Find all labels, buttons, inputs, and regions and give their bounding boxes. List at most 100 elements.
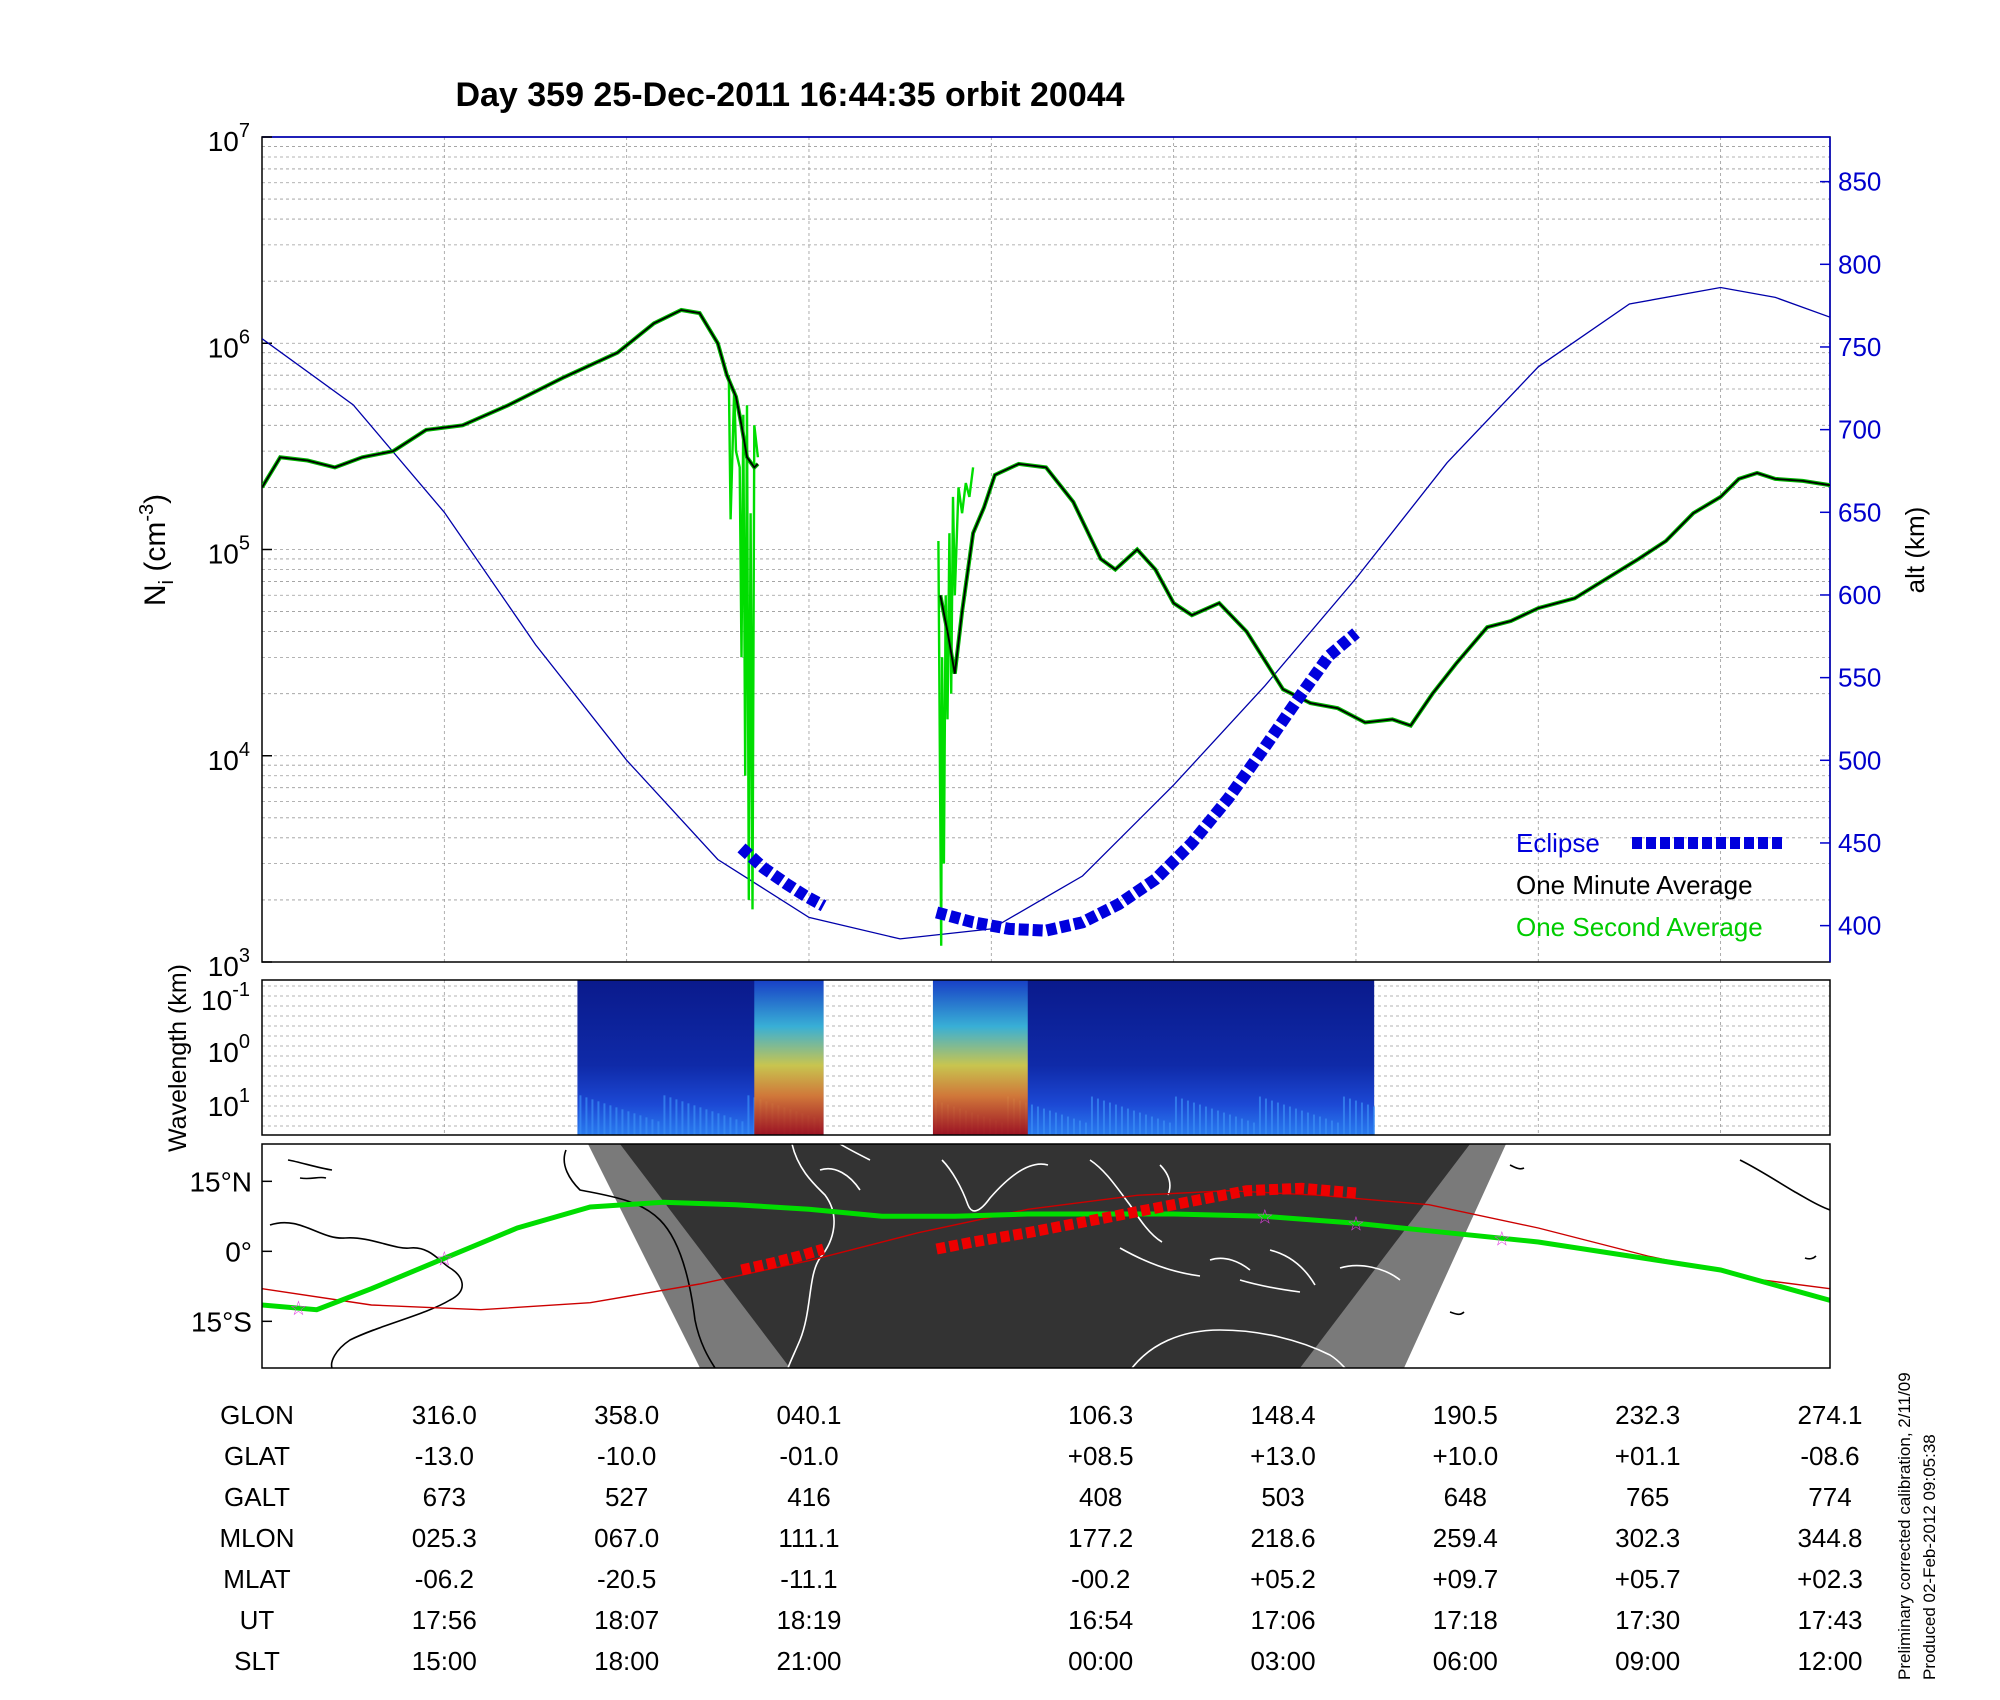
table-cell: 06:00 xyxy=(1433,1646,1498,1676)
night-zone xyxy=(620,1144,1470,1368)
table-cell: 18:00 xyxy=(594,1646,659,1676)
altitude-y-ticks: 400 450 500 550 600 650 700 750 800 850 xyxy=(1820,167,1881,941)
table-cell: 17:06 xyxy=(1250,1605,1315,1635)
table-cell: 18:19 xyxy=(776,1605,841,1635)
one-minute-line xyxy=(939,462,1830,727)
star-marker-icon: ☆ xyxy=(1493,1228,1511,1250)
table-cell: -10.0 xyxy=(597,1441,656,1471)
table-cell: 17:43 xyxy=(1797,1605,1862,1635)
map-panel: ☆ ☆ ☆ ☆ ☆ 15°N 0° 15°S xyxy=(189,1143,1831,1369)
calibration-note: Preliminary corrected calibration, 2/11/… xyxy=(1895,1372,1914,1680)
table-cell: +10.0 xyxy=(1432,1441,1498,1471)
y2-tick-label: 800 xyxy=(1838,249,1881,279)
chart-title: Day 359 25-Dec-2011 16:44:35 orbit 20044 xyxy=(455,76,1124,114)
y-tick-label: 107 xyxy=(208,120,250,157)
y2-tick-label: 650 xyxy=(1838,497,1881,527)
coastline-new-guinea xyxy=(1339,1264,1401,1281)
y-tick-label: 106 xyxy=(208,326,250,363)
density-series xyxy=(262,286,1830,946)
coastline-india xyxy=(941,1159,1049,1212)
table-cell: 302.3 xyxy=(1615,1523,1680,1553)
eclipse-track-line xyxy=(740,1243,826,1276)
spectrogram-blocks xyxy=(577,980,1375,1135)
table-cell: 218.6 xyxy=(1250,1523,1315,1553)
table-cell: 00:00 xyxy=(1068,1646,1133,1676)
star-marker-icon: ☆ xyxy=(1347,1213,1365,1235)
y2-tick-label: 600 xyxy=(1838,580,1881,610)
one-second-shadow-line xyxy=(262,307,760,489)
y-tick-label: 104 xyxy=(208,739,250,776)
map-y-tick-label: 15°N xyxy=(189,1166,252,1197)
spectrogram-panel: 10-1 100 101 Wavelength (km) xyxy=(164,964,1831,1152)
table-cell: 190.5 xyxy=(1433,1400,1498,1430)
y2-tick-label: 400 xyxy=(1838,911,1881,941)
star-marker-icon: ☆ xyxy=(1256,1206,1274,1228)
spec-y-tick-label: 100 xyxy=(208,1031,250,1068)
y-tick-label: 103 xyxy=(208,945,250,982)
coastline-pacific-islands xyxy=(1449,1164,1817,1316)
density-y-axis-label: Ni (cm-3) xyxy=(136,494,178,606)
table-cell: +01.1 xyxy=(1615,1441,1681,1471)
table-cell: 316.0 xyxy=(412,1400,477,1430)
y2-tick-label: 850 xyxy=(1838,167,1881,197)
table-cell: 358.0 xyxy=(594,1400,659,1430)
table-cell: -20.5 xyxy=(597,1564,656,1594)
y2-tick-label: 750 xyxy=(1838,332,1881,362)
table-cell: 03:00 xyxy=(1250,1646,1315,1676)
table-cell: -08.6 xyxy=(1800,1441,1859,1471)
table-cell: -06.2 xyxy=(415,1564,474,1594)
table-cell: -01.0 xyxy=(779,1441,838,1471)
star-marker-icon: ☆ xyxy=(435,1248,453,1270)
coastline-australia xyxy=(1131,1329,1346,1368)
produced-note: Produced 02-Feb-2012 09:05:38 xyxy=(1920,1434,1939,1680)
table-cell: 232.3 xyxy=(1615,1400,1680,1430)
spec-y-tick-label: 10-1 xyxy=(201,979,250,1016)
magnetic-equator-line xyxy=(262,1189,1830,1311)
table-cell: +13.0 xyxy=(1250,1441,1316,1471)
spec-y-tick-label: 101 xyxy=(208,1085,250,1122)
table-cell: 408 xyxy=(1079,1482,1122,1512)
table-cell: 18:07 xyxy=(594,1605,659,1635)
ephemeris-table: GLON GLAT GALT MLON MLAT UT SLT 316.0 -13.0 673 02… xyxy=(219,1400,1862,1676)
table-cell: 527 xyxy=(605,1482,648,1512)
table-cell: 673 xyxy=(423,1482,466,1512)
table-cell: 17:30 xyxy=(1615,1605,1680,1635)
y2-tick-label: 700 xyxy=(1838,415,1881,445)
coastline-caribbean xyxy=(287,1159,333,1180)
table-row-label: GLAT xyxy=(224,1441,290,1471)
table-cell: 12:00 xyxy=(1797,1646,1862,1676)
altitude-y-axis-label: alt (km) xyxy=(1900,507,1930,594)
one-second-line xyxy=(727,375,760,910)
map-y-tick-label: 0° xyxy=(225,1236,252,1267)
table-cell: +05.2 xyxy=(1250,1564,1316,1594)
coastline-arabia xyxy=(819,1144,871,1191)
coastline-southeast-asia xyxy=(1089,1159,1171,1243)
spectrogram-intense-region xyxy=(754,980,824,1135)
table-cell: +05.7 xyxy=(1615,1564,1681,1594)
coastline-central-america xyxy=(1739,1159,1830,1211)
table-cell: 765 xyxy=(1626,1482,1669,1512)
table-cell: 21:00 xyxy=(776,1646,841,1676)
y-tick-label: 105 xyxy=(208,533,250,570)
star-marker-icon: ☆ xyxy=(289,1298,307,1320)
table-cell: 17:18 xyxy=(1433,1605,1498,1635)
table-cell: 040.1 xyxy=(776,1400,841,1430)
table-cell: 648 xyxy=(1444,1482,1487,1512)
table-cell: 17:56 xyxy=(412,1605,477,1635)
table-row-label: UT xyxy=(240,1605,275,1635)
table-cell: 16:54 xyxy=(1068,1605,1133,1635)
y2-tick-label: 500 xyxy=(1838,745,1881,775)
table-row-label: SLT xyxy=(234,1646,280,1676)
table-cell: -00.2 xyxy=(1071,1564,1130,1594)
altitude-line xyxy=(262,286,1830,940)
table-cell: 503 xyxy=(1261,1482,1304,1512)
table-row-label: GLON xyxy=(220,1400,294,1430)
eclipse-track-line xyxy=(935,1182,1357,1255)
table-row-label: MLAT xyxy=(223,1564,291,1594)
table-cell: 067.0 xyxy=(594,1523,659,1553)
table-cell: 09:00 xyxy=(1615,1646,1680,1676)
table-cell: 274.1 xyxy=(1797,1400,1862,1430)
spectrogram-frame xyxy=(261,979,1831,1136)
table-cell: 344.8 xyxy=(1797,1523,1862,1553)
